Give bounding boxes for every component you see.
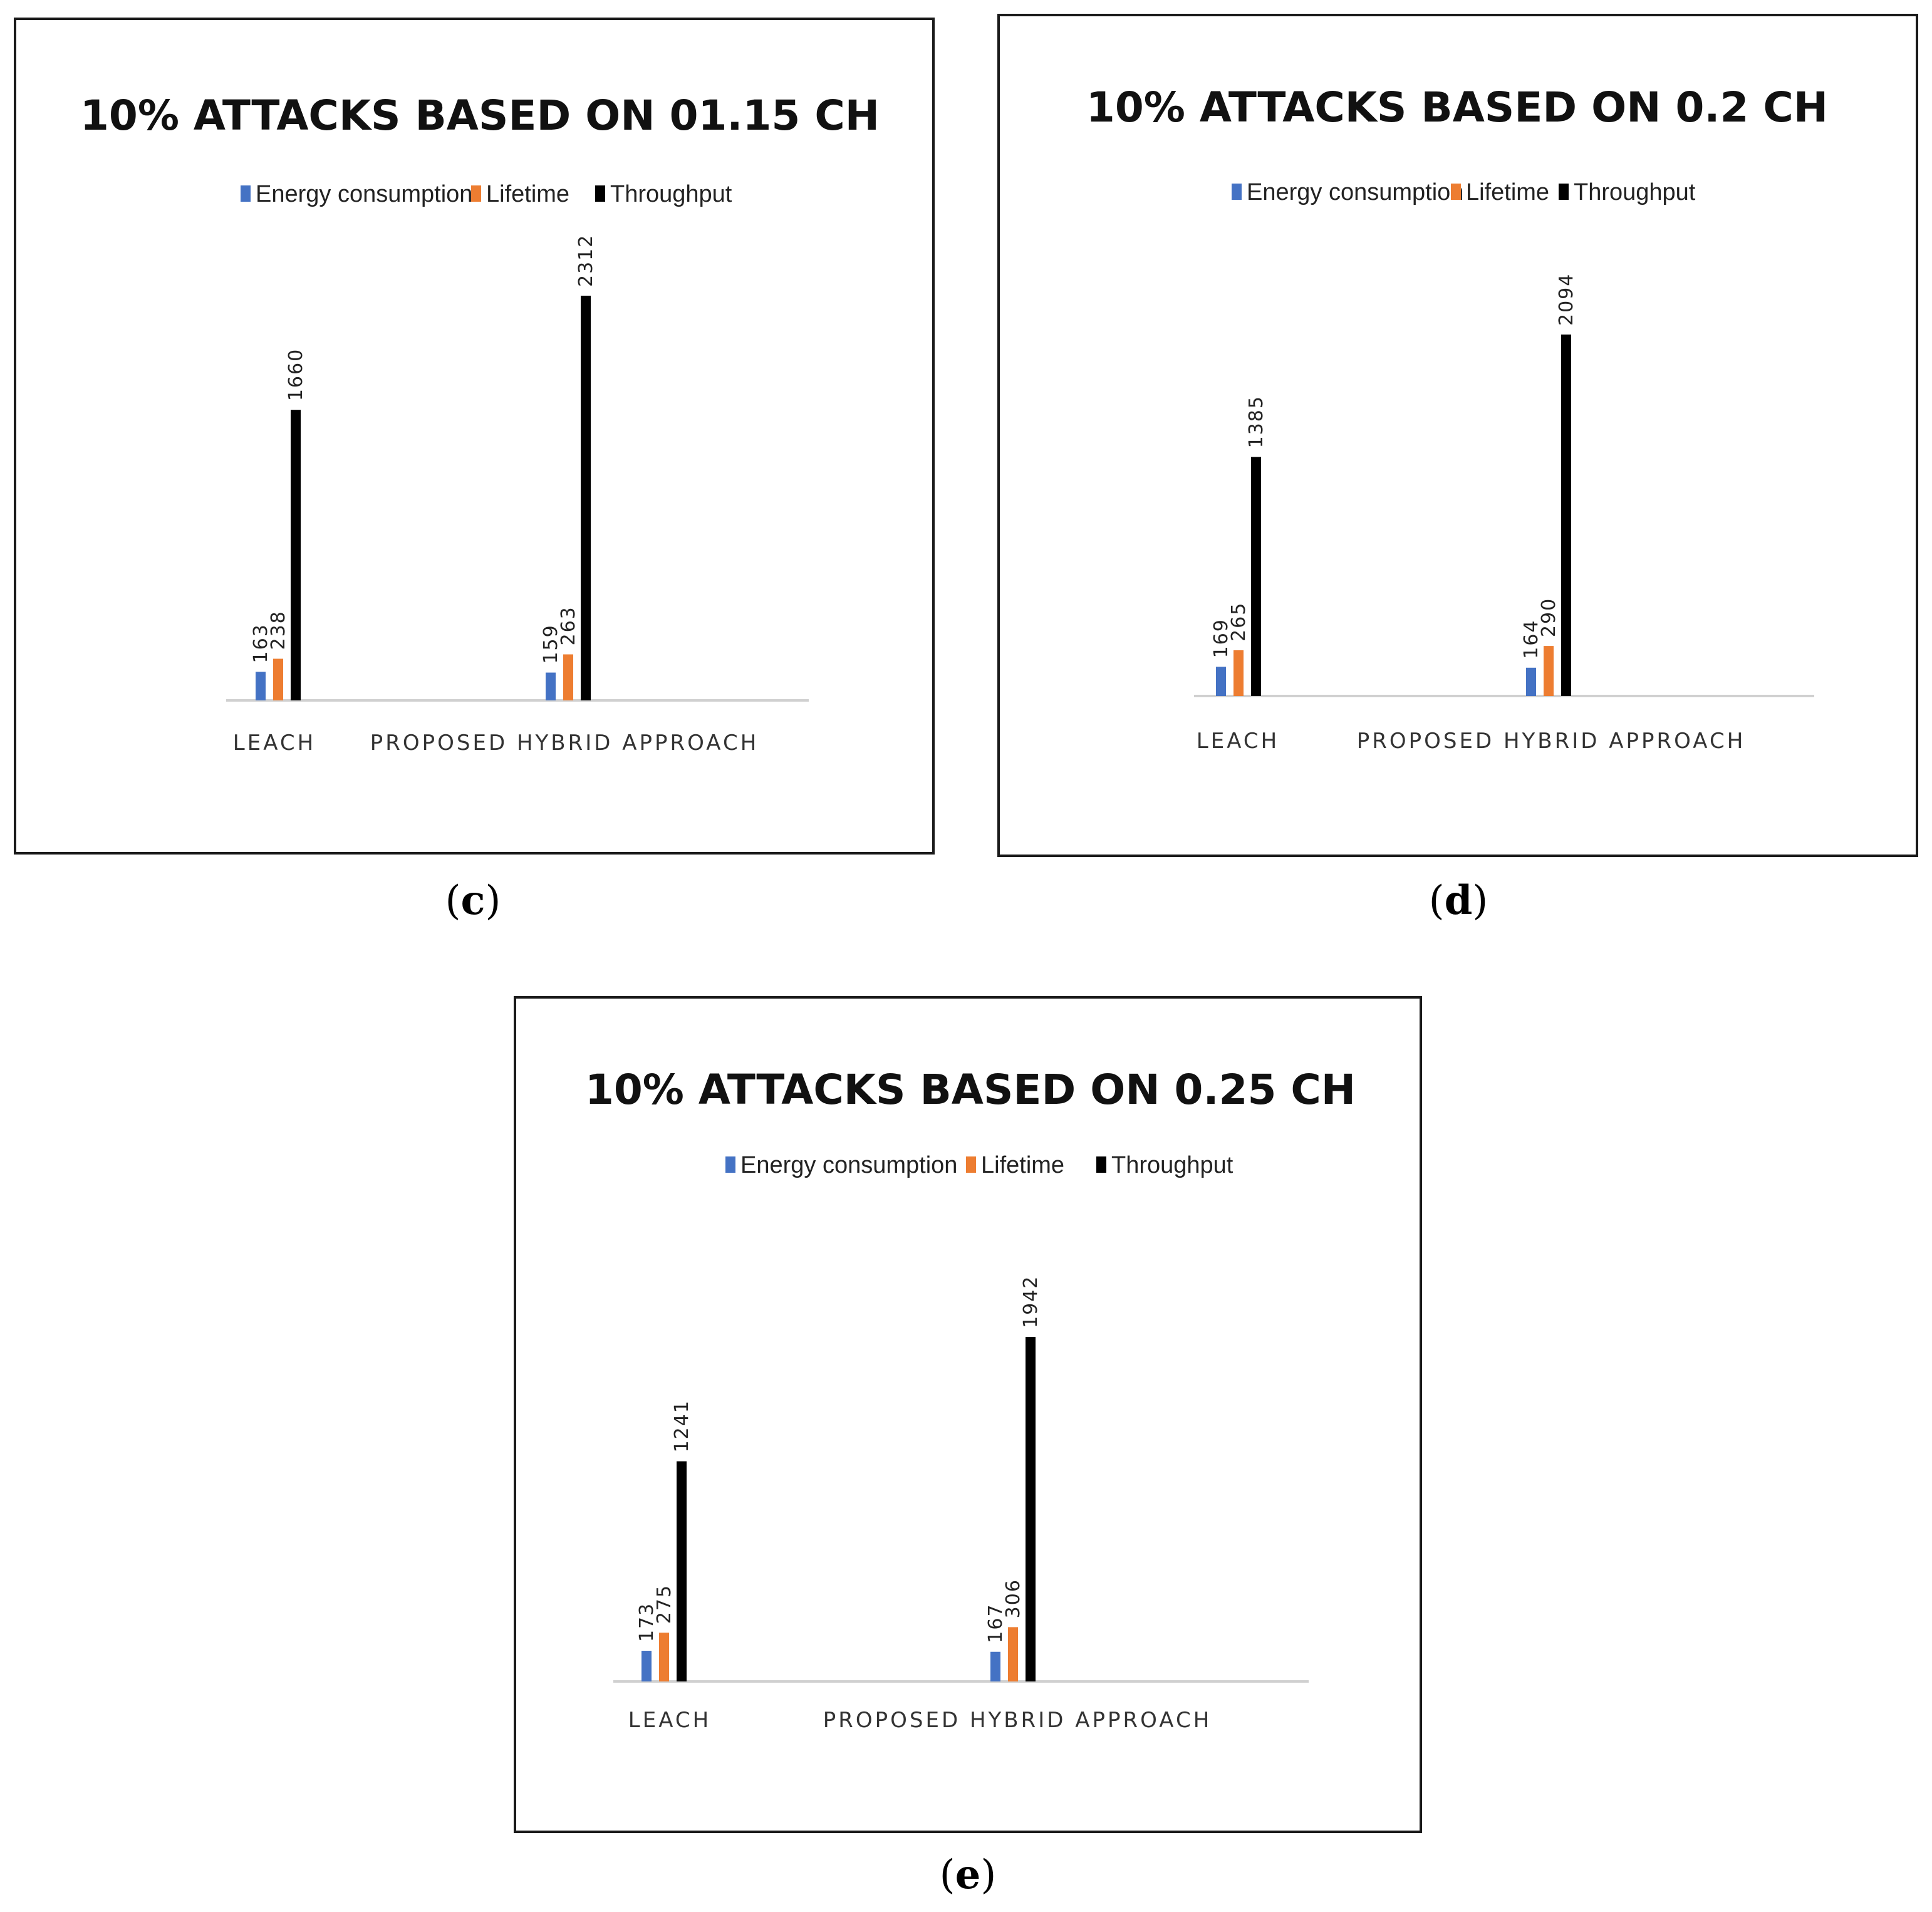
- legend-swatch: [471, 185, 481, 202]
- legend-swatch: [241, 185, 251, 202]
- data-label: 169: [1210, 618, 1232, 658]
- legend-label: Throughput: [610, 181, 732, 207]
- bar: [581, 296, 591, 700]
- legend-swatch: [1559, 184, 1569, 200]
- caption-e: (e): [939, 1851, 997, 1898]
- legend-label: Energy consumption: [1247, 179, 1463, 205]
- bar: [1544, 646, 1554, 696]
- bar: [546, 672, 556, 700]
- legend-label: Throughput: [1111, 1152, 1233, 1178]
- category-label: PROPOSED HYBRID APPROACH: [370, 730, 759, 756]
- legend-swatch: [595, 185, 605, 202]
- bar: [563, 654, 573, 700]
- chart-title: 10% ATTACKS BASED ON 0.2 CH: [1086, 83, 1828, 132]
- bar: [1026, 1337, 1036, 1681]
- data-label: 1660: [285, 348, 307, 401]
- data-label: 265: [1228, 602, 1250, 642]
- legend-label: Lifetime: [981, 1152, 1064, 1178]
- legend-swatch: [966, 1156, 976, 1173]
- category-label: PROPOSED HYBRID APPROACH: [1357, 729, 1746, 754]
- chart-d: 10% ATTACKS BASED ON 0.2 CH Energy consum…: [1086, 83, 1828, 754]
- legend-label: Lifetime: [486, 181, 569, 207]
- category-label: LEACH: [1197, 729, 1279, 754]
- data-label: 167: [985, 1603, 1007, 1643]
- data-label: 2312: [575, 234, 597, 287]
- legend-swatch: [1232, 184, 1242, 200]
- bar: [641, 1651, 652, 1681]
- bar: [1233, 650, 1244, 696]
- category-label: LEACH: [628, 1708, 711, 1733]
- legend-label: Energy consumption: [256, 181, 472, 207]
- bar: [1526, 667, 1536, 696]
- chart-title: 10% ATTACKS BASED ON 0.25 CH: [585, 1066, 1356, 1114]
- caption-d: (d): [1428, 877, 1488, 924]
- legend-label: Throughput: [1574, 179, 1696, 205]
- chart-c: 10% ATTACKS BASED ON 01.15 CH Energy cons…: [80, 91, 880, 756]
- bar: [1561, 335, 1571, 696]
- data-label: 238: [267, 610, 289, 650]
- legend-label: Lifetime: [1466, 179, 1549, 205]
- data-label: 1385: [1245, 395, 1267, 448]
- data-label: 263: [558, 606, 579, 645]
- category-label: PROPOSED HYBRID APPROACH: [823, 1708, 1212, 1733]
- chart-title: 10% ATTACKS BASED ON 01.15 CH: [80, 91, 880, 140]
- chart-panel-d: 10% ATTACKS BASED ON 0.2 CH Energy consum…: [997, 14, 1918, 857]
- chart-e: 10% ATTACKS BASED ON 0.25 CH Energy consu…: [585, 1066, 1356, 1733]
- caption-d-letter: d: [1444, 877, 1473, 924]
- bar: [659, 1633, 669, 1681]
- legend-swatch: [725, 1156, 735, 1173]
- legend-label: Energy consumption: [740, 1152, 957, 1178]
- bar: [273, 658, 283, 700]
- data-label: 164: [1520, 620, 1542, 659]
- caption-c: (c): [445, 877, 501, 924]
- chart-panel-c: 10% ATTACKS BASED ON 01.15 CH Energy cons…: [14, 18, 935, 855]
- caption-c-letter: c: [460, 877, 486, 924]
- data-label: 159: [540, 624, 562, 663]
- caption-e-letter: e: [955, 1851, 981, 1898]
- bar: [291, 410, 301, 700]
- bar: [1251, 457, 1261, 696]
- bar: [1008, 1627, 1018, 1681]
- chart-panel-e: 10% ATTACKS BASED ON 0.25 CH Energy consu…: [514, 996, 1422, 1833]
- data-label: 1241: [671, 1400, 693, 1452]
- bar: [990, 1651, 1000, 1681]
- data-label: 173: [636, 1603, 658, 1642]
- data-label: 290: [1538, 598, 1560, 637]
- bar: [1216, 667, 1226, 696]
- category-label: LEACH: [233, 730, 316, 756]
- legend-swatch: [1451, 184, 1461, 200]
- data-label: 306: [1002, 1579, 1024, 1618]
- data-label: 2094: [1555, 273, 1577, 326]
- data-label: 1942: [1020, 1276, 1042, 1328]
- legend-swatch: [1096, 1156, 1106, 1173]
- data-label: 275: [653, 1584, 675, 1624]
- bar: [677, 1461, 687, 1681]
- bar: [256, 672, 266, 700]
- data-label: 163: [250, 623, 272, 663]
